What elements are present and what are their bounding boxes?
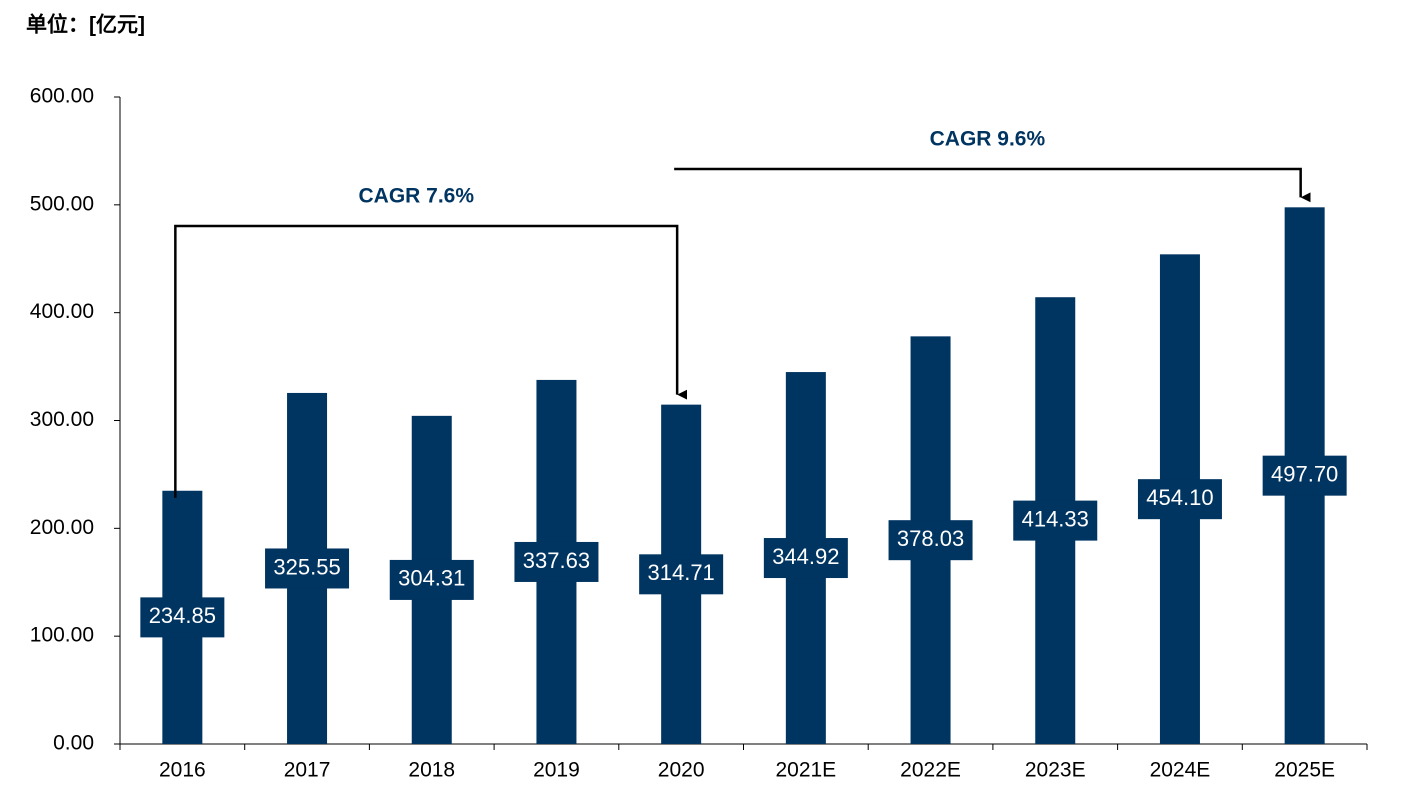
x-tick-label: 2025E: [1274, 759, 1335, 782]
y-tick-label: 600.00: [30, 85, 94, 108]
y-tick-label: 500.00: [30, 192, 94, 215]
x-tick-label: 2021E: [775, 759, 836, 782]
value-label-box: [1137, 479, 1222, 520]
value-label: 304.31: [398, 566, 465, 591]
cagr-label: CAGR 7.6%: [358, 185, 474, 208]
x-tick-label: 2024E: [1150, 759, 1211, 782]
x-tick-label: 2020: [658, 759, 705, 782]
value-label-box: [639, 554, 724, 595]
x-tick-label: 2018: [408, 759, 455, 782]
value-label-box: [1262, 455, 1347, 496]
value-label: 414.33: [1022, 506, 1089, 531]
value-label-box: [763, 538, 848, 579]
value-label-box: [389, 559, 474, 600]
value-label: 337.63: [523, 548, 590, 573]
y-tick-label: 300.00: [30, 408, 94, 431]
value-label: 325.55: [273, 554, 340, 579]
y-tick-label: 0.00: [53, 732, 94, 755]
value-label: 378.03: [897, 526, 964, 551]
x-tick-label: 2023E: [1025, 759, 1086, 782]
value-label-box: [514, 541, 599, 582]
y-tick-label: 100.00: [30, 624, 94, 647]
x-tick-label: 2022E: [900, 759, 961, 782]
y-tick-label: 200.00: [30, 516, 94, 539]
value-label: 497.70: [1271, 461, 1338, 486]
y-tick-label: 400.00: [30, 300, 94, 323]
value-label: 344.92: [772, 544, 839, 569]
value-label-box: [140, 597, 225, 638]
cagr-label: CAGR 9.6%: [930, 128, 1046, 151]
value-label: 234.85: [149, 603, 216, 628]
value-label: 454.10: [1146, 485, 1213, 510]
cagr-bracket: [674, 167, 1311, 203]
x-tick-label: 2019: [533, 759, 580, 782]
unit-label: 单位：[亿元]: [26, 13, 145, 37]
value-label-box: [265, 548, 350, 589]
cagr-bracket: [174, 224, 688, 498]
value-label-box: [1013, 500, 1098, 541]
value-label-box: [888, 520, 973, 561]
x-tick-label: 2016: [159, 759, 206, 782]
x-tick-label: 2017: [284, 759, 331, 782]
value-label: 314.71: [648, 560, 715, 585]
